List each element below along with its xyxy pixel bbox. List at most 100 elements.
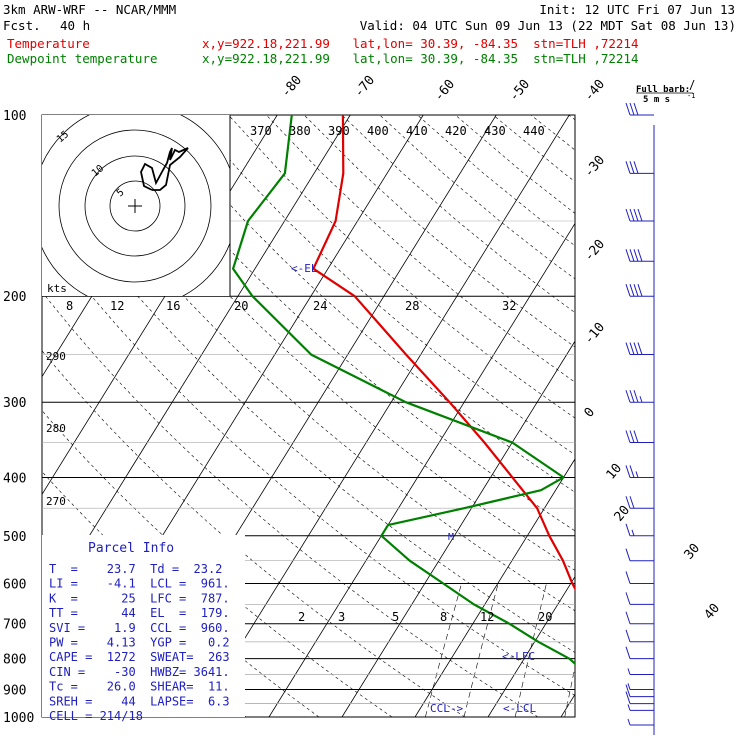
wind-barb-flag [625, 571, 631, 584]
theta-label: 440 [523, 124, 545, 138]
dewpoint-location-info: x,y=922.18,221.99 lat,lon= 30.39, -84.35… [202, 51, 639, 66]
parcel-info-row: LI = -4.1 LCL = 961. [49, 577, 230, 591]
wind-barb-flag [625, 629, 631, 642]
mixing-ratio-label: 2 [298, 610, 305, 624]
isotherm-label: -80 [279, 73, 306, 101]
isotherm-label: -20 [582, 237, 609, 265]
mixing-ratio-label: 12 [480, 610, 494, 624]
hodograph-trace [140, 147, 189, 191]
wind-barb-flag [625, 691, 631, 704]
wind-barb [625, 496, 654, 509]
wind-barb [625, 523, 654, 537]
hodograph-kts-label: kts [47, 282, 67, 295]
theta-label: 420 [445, 124, 467, 138]
parcel-info-row: CIN = -30 HWBZ= 3641. [49, 665, 230, 679]
wind-barb-flag [633, 390, 639, 403]
theta-label: 370 [250, 124, 272, 138]
isotherm-label: -70 [352, 73, 379, 101]
parcel-info-row: Tc = 26.0 SHEAR= 11. [49, 680, 230, 694]
hodograph-speed-label: 16 [166, 299, 180, 313]
barb-legend-title: Full barb: [636, 85, 690, 95]
mixing-ratio-label: 20 [538, 610, 552, 624]
forecast-label: Fcst. [3, 18, 41, 33]
dry-adiabat [530, 115, 575, 151]
hodograph-speed-label: 24 [313, 299, 327, 313]
valid-time: Valid: 04 UTC Sun 09 Jun 13 (22 MDT Sat … [359, 18, 736, 33]
barb-legend-value: 5 m s [643, 95, 670, 105]
wind-barb-flag [625, 496, 631, 509]
wind-barb-half-flag [631, 529, 635, 536]
parcel-info-row: T = 23.7 Td = 23.2 [49, 562, 222, 576]
wind-barb-flag [629, 208, 635, 222]
wind-barb-flag [629, 465, 635, 478]
lcl-marker: <-LCL [503, 702, 536, 715]
temperature-legend-label: Temperature [7, 36, 90, 51]
wind-barb-flag [633, 208, 639, 222]
wind-barb [625, 571, 654, 584]
pressure-label: 200 [3, 290, 26, 305]
wind-barb-flag [625, 284, 631, 297]
max-temp-marker: M [448, 532, 454, 543]
wind-barb [625, 249, 654, 262]
parcel-info-row: SVI = 1.9 CCL = 960. [49, 621, 230, 635]
parcel-info-row: CAPE = 1272 SWEAT= 263 [49, 650, 230, 664]
wind-barb-flag [629, 430, 635, 443]
wind-barb-flag [633, 284, 639, 297]
wind-barb-flag [637, 208, 643, 222]
pressure-label: 100 [3, 109, 26, 124]
mixing-ratio-line [463, 583, 499, 717]
dry-adiabat-label: 270 [46, 495, 66, 508]
el-marker: <-EL [291, 262, 318, 275]
wind-barb-flag [625, 646, 631, 659]
mixing-ratio-label: 8 [440, 610, 447, 624]
wind-barb [625, 465, 654, 478]
hodograph-rings [42, 115, 230, 296]
wind-barb-flag [633, 342, 639, 355]
wind-barb-half-flag [627, 718, 631, 726]
dry-adiabat [644, 115, 740, 717]
hodograph-speed-label: 12 [110, 299, 124, 313]
hodograph-ring-label: 5 [115, 187, 127, 199]
wind-barb-flag [633, 249, 639, 262]
wind-barb-flag [629, 249, 635, 262]
dry-adiabat [492, 115, 575, 182]
init-time: Init: 12 UTC Fri 07 Jun 13 [539, 2, 735, 17]
hodograph-ring [109, 180, 161, 232]
barb-legend-sample [689, 79, 695, 91]
wind-barb-flag [625, 465, 631, 478]
isotherm-label: -30 [582, 153, 609, 181]
theta-label: 380 [289, 124, 311, 138]
hodograph-speed-label: 28 [405, 299, 419, 313]
pressure-label: 500 [3, 530, 26, 545]
hodograph-ring [58, 129, 212, 283]
isotherm [268, 222, 575, 717]
hodograph-speed-label: 20 [234, 299, 248, 313]
isotherm-label: 0 [582, 405, 599, 421]
wind-barb [627, 683, 654, 690]
isotherm-label: 40 [702, 601, 724, 623]
isotherm-label: 30 [682, 541, 704, 563]
wind-barb [625, 611, 654, 625]
dry-adiabat-label: 280 [46, 422, 66, 435]
isotherm-label: -40 [582, 77, 609, 105]
wind-barb-flag [629, 102, 635, 116]
pressure-label: 700 [3, 618, 26, 633]
pressure-label: 900 [3, 683, 26, 698]
isotherm-label: 10 [604, 461, 626, 483]
wind-barb [625, 691, 654, 705]
isotherm [42, 115, 351, 613]
wind-barb-flag [633, 430, 639, 443]
dry-adiabat [720, 115, 740, 717]
hodograph-speed-label: 32 [502, 299, 516, 313]
dry-adiabat [190, 115, 575, 456]
wind-barb-flag [625, 611, 631, 624]
wind-barb-flag [637, 284, 643, 297]
dewpoint-profile-line [232, 115, 575, 666]
wind-barb [625, 102, 654, 116]
wind-barb-flag [633, 102, 639, 116]
isotherm [195, 115, 570, 717]
isotherm-label: -50 [507, 77, 534, 105]
dry-adiabat [228, 115, 575, 419]
temperature-location-info: x,y=922.18,221.99 lat,lon= 30.39, -84.35… [202, 36, 639, 51]
